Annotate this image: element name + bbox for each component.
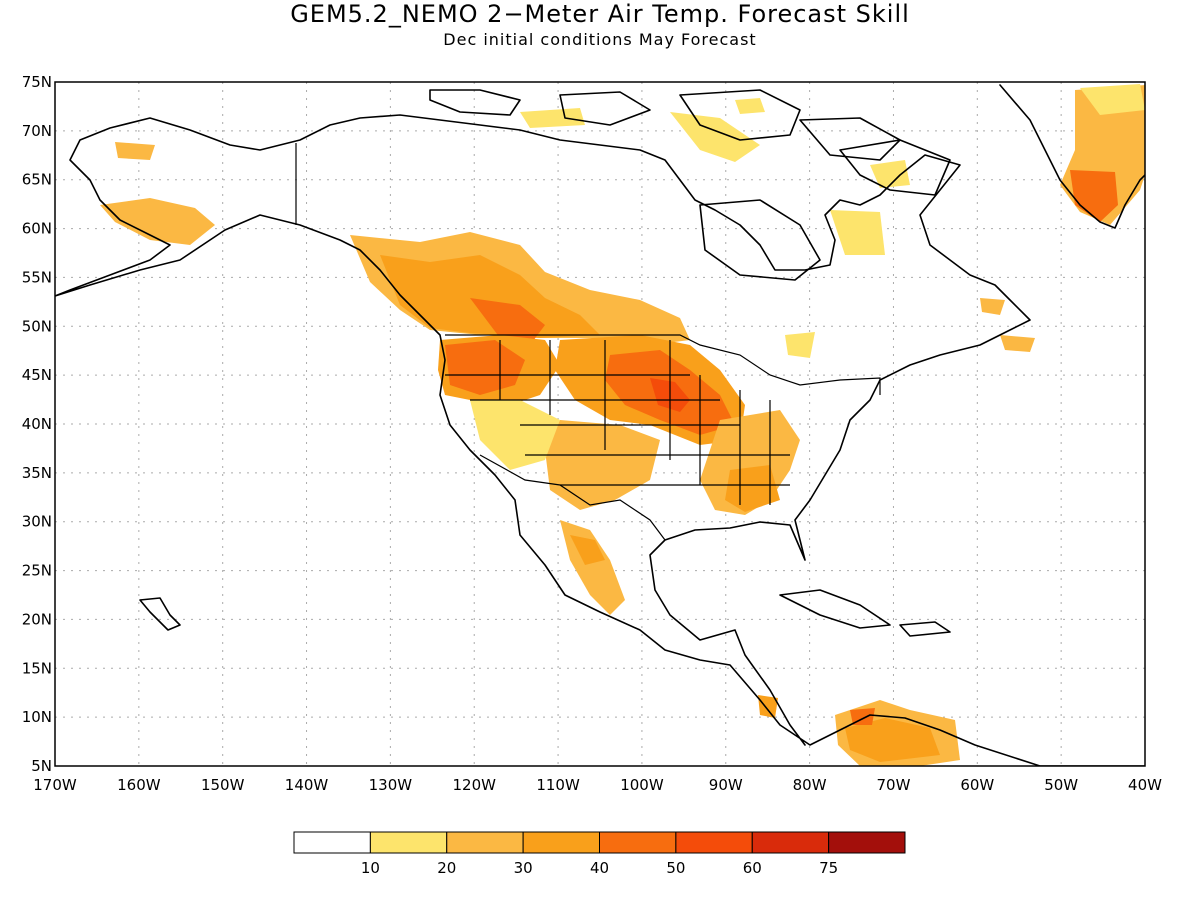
longitude-labels: 170W 160W 150W 140W 130W 120W 110W 100W 90W 80W 70…	[33, 776, 1162, 794]
skill-region-southeast-core	[725, 465, 780, 512]
lat-tick-label: 25N	[22, 562, 52, 580]
greenland-coastline	[999, 84, 1145, 229]
lon-tick-label: 70W	[877, 776, 911, 794]
latitude-labels: 75N 70N 65N 60N 55N 50N 45N 40N 35N 30N 25N 20N 15N 1…	[22, 73, 52, 775]
colorbar-label: 30	[514, 859, 533, 877]
colorbar-swatch	[446, 831, 524, 854]
skill-region-oregon-core	[445, 340, 525, 395]
skill-region-alaska-north	[115, 142, 155, 160]
skill-region-arctic-3	[735, 98, 765, 114]
lon-tick-label: 160W	[117, 776, 161, 794]
lon-tick-label: 40W	[1128, 776, 1162, 794]
lon-tick-label: 110W	[536, 776, 580, 794]
lat-tick-label: 70N	[22, 122, 52, 140]
lon-tick-label: 100W	[620, 776, 664, 794]
north-america-coastline	[55, 114, 1145, 766]
skill-region-central-america	[758, 695, 778, 718]
colorbar-swatch	[751, 831, 830, 854]
lon-tick-label: 150W	[201, 776, 245, 794]
lon-tick-label: 60W	[960, 776, 994, 794]
colorbar-label: 20	[437, 859, 456, 877]
lat-tick-label: 65N	[22, 171, 52, 189]
lat-tick-label: 30N	[22, 513, 52, 531]
colorbar-label: 40	[590, 859, 609, 877]
baffin-island	[839, 139, 951, 196]
skill-region-arctic-2	[670, 112, 760, 162]
skill-region-ontario	[785, 332, 815, 358]
arctic-island-3	[679, 89, 801, 141]
colorbar: 10 20 30 40 50 60 75	[293, 831, 906, 877]
skill-region-colombia	[850, 708, 875, 725]
us-canada-border	[445, 334, 881, 395]
lon-tick-label: 50W	[1044, 776, 1078, 794]
skill-region-great-basin	[470, 400, 560, 470]
skill-region-mexico-core	[570, 535, 605, 565]
lat-tick-label: 35N	[22, 464, 52, 482]
map-subtitle: Dec initial conditions May Forecast	[443, 30, 757, 49]
skill-region-labrador	[870, 160, 910, 188]
skill-region-bc-core	[380, 255, 600, 338]
colorbar-swatch	[293, 831, 371, 854]
lat-tick-label: 45N	[22, 366, 52, 384]
skill-region-mexico	[560, 520, 625, 615]
lon-tick-label: 140W	[285, 776, 329, 794]
hawaii	[139, 597, 181, 631]
colorbar-swatch	[369, 831, 448, 854]
skill-region-southwest-us	[545, 420, 660, 510]
lat-tick-label: 50N	[22, 317, 52, 335]
hudson-bay	[699, 199, 821, 281]
lat-tick-label: 10N	[22, 708, 52, 726]
lat-tick-label: 60N	[22, 220, 52, 238]
skill-region-arctic-1	[520, 108, 585, 128]
lat-tick-label: 75N	[22, 73, 52, 91]
arctic-island-1	[429, 89, 521, 116]
lat-tick-label: 20N	[22, 610, 52, 628]
arctic-island-4	[799, 117, 901, 161]
skill-region-greenland-north	[1080, 84, 1145, 115]
colorbar-label: 10	[361, 859, 380, 877]
colorbar-label: 75	[819, 859, 838, 877]
skill-region-alaska	[100, 198, 215, 245]
colorbar-label: 50	[666, 859, 685, 877]
skill-region-south-america-core	[845, 718, 940, 762]
lon-tick-label: 120W	[452, 776, 496, 794]
skill-region-hudson-bay	[830, 210, 885, 255]
skill-shading	[100, 84, 1145, 766]
skill-region-idaho	[470, 298, 545, 345]
us-mexico-border	[479, 454, 666, 541]
lat-tick-label: 5N	[31, 757, 52, 775]
skill-region-greenland-core	[1070, 170, 1118, 222]
arctic-island-2	[559, 91, 651, 126]
map-title: GEM5.2_NEMO 2−Meter Air Temp. Forecast S…	[290, 0, 910, 28]
lon-tick-label: 90W	[709, 776, 743, 794]
lon-tick-label: 170W	[33, 776, 77, 794]
cuba	[779, 589, 891, 629]
skill-region-nova-scotia	[1000, 335, 1035, 352]
hispaniola	[899, 621, 951, 637]
colorbar-swatch	[675, 831, 753, 854]
colorbar-label: 60	[743, 859, 762, 877]
coastlines	[55, 84, 1145, 766]
political-borders	[295, 143, 881, 541]
lat-tick-label: 55N	[22, 268, 52, 286]
lon-tick-label: 130W	[369, 776, 413, 794]
lat-tick-label: 15N	[22, 659, 52, 677]
lat-tick-label: 40N	[22, 415, 52, 433]
map-frame	[54, 81, 1146, 767]
us-state-lines-ew	[445, 374, 790, 486]
skill-region-newfoundland	[980, 298, 1005, 315]
lon-tick-label: 80W	[793, 776, 827, 794]
colorbar-swatch	[522, 831, 600, 854]
colorbar-swatch	[599, 831, 677, 854]
colorbar-swatch	[828, 831, 906, 854]
